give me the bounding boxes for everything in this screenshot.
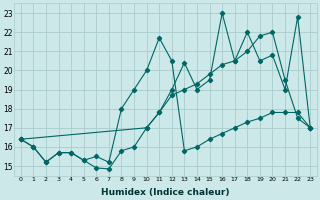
X-axis label: Humidex (Indice chaleur): Humidex (Indice chaleur) [101, 188, 230, 197]
